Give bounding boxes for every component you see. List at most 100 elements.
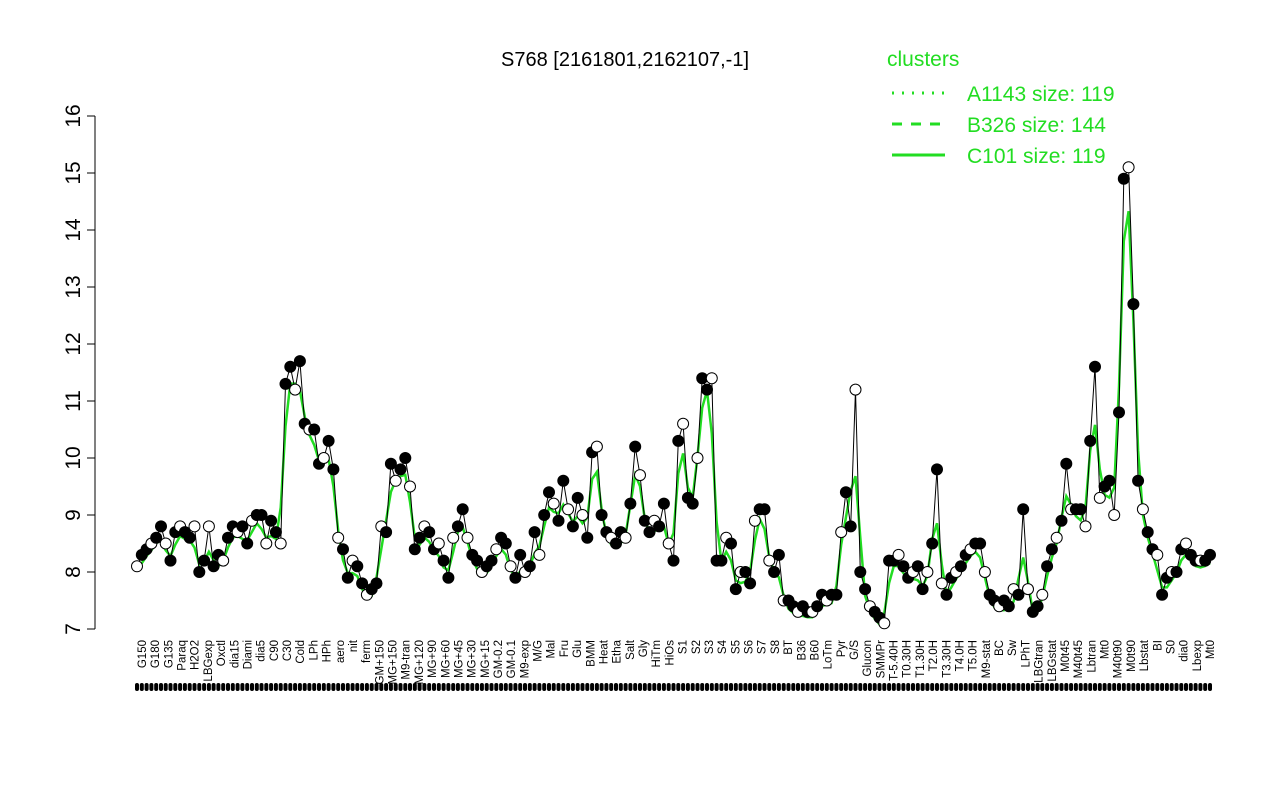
data-point <box>629 440 642 453</box>
data-point <box>830 588 843 601</box>
x-tick-label: MG+150 <box>388 640 400 684</box>
x-rug-mark <box>829 683 834 691</box>
x-rug-mark <box>499 683 504 691</box>
x-rug-mark <box>896 683 901 691</box>
x-rug-mark <box>757 683 762 691</box>
x-rug-mark <box>992 683 997 691</box>
x-tick-label: T3.30H <box>941 640 953 678</box>
x-rug-mark <box>1102 683 1107 691</box>
x-rug-mark <box>341 683 345 691</box>
data-point <box>763 554 776 567</box>
x-tick-label: HiTm <box>651 640 663 667</box>
x-rug-mark <box>283 683 288 691</box>
x-rug-mark <box>470 683 475 691</box>
x-tick-label: M40t90 <box>1113 640 1125 678</box>
data-point <box>332 531 345 544</box>
data-point <box>705 372 718 385</box>
y-tick-label: 13 <box>62 275 85 298</box>
x-rug-mark <box>767 683 772 691</box>
x-tick-label: G180 <box>150 640 162 668</box>
x-tick-label: ferm <box>361 640 373 663</box>
data-point <box>739 566 752 578</box>
data-point <box>701 383 713 396</box>
x-tick-label: GM-0.1 <box>506 640 518 678</box>
data-point <box>657 497 670 510</box>
x-rug-mark <box>695 683 700 691</box>
x-tick-label: Oxctl <box>216 640 228 666</box>
data-point <box>916 583 929 596</box>
x-rug-mark <box>872 683 877 691</box>
x-tick-label: S5 <box>730 640 742 654</box>
x-rug-mark <box>599 683 604 691</box>
x-rug-mark <box>1188 683 1193 691</box>
x-rug-mark <box>273 683 278 691</box>
data-point <box>1055 514 1068 527</box>
x-tick-label: G135 <box>163 640 175 668</box>
x-rug-mark <box>949 683 954 691</box>
data-point <box>1156 588 1169 601</box>
x-rug-mark <box>417 683 422 691</box>
data-point <box>341 571 354 584</box>
x-rug-mark <box>1203 683 1208 691</box>
data-point <box>471 554 484 567</box>
x-rug-mark <box>1126 683 1131 691</box>
data-point <box>1103 474 1116 487</box>
x-rug-mark <box>580 683 585 691</box>
data-point <box>514 548 527 561</box>
x-rug-mark <box>935 683 939 691</box>
data-point <box>408 543 421 556</box>
x-rug-mark <box>226 683 230 691</box>
data-point <box>892 548 905 561</box>
x-rug-mark <box>733 683 738 691</box>
data-point <box>1041 560 1054 573</box>
data-point <box>653 520 666 533</box>
data-point <box>571 491 584 504</box>
x-tick-label: MG+30 <box>467 640 479 678</box>
x-tick-label: MG+15 <box>480 640 492 678</box>
data-point <box>940 588 953 601</box>
x-tick-label: G150 <box>137 640 149 668</box>
x-tick-label: LPhT <box>1020 640 1032 668</box>
x-rug-mark <box>815 683 820 691</box>
data-point <box>954 560 967 573</box>
x-rug-mark <box>623 683 628 691</box>
x-rug-mark <box>700 683 705 691</box>
data-point <box>715 554 728 567</box>
x-tick-label: Diami <box>243 640 255 669</box>
legend-label: B326 size: 144 <box>967 114 1106 137</box>
x-rug-mark <box>1006 683 1011 691</box>
x-rug-mark <box>800 683 805 691</box>
data-point <box>447 531 460 544</box>
x-tick-label: T4.0H <box>955 640 967 671</box>
data-point <box>159 537 172 550</box>
x-rug-mark <box>805 683 810 691</box>
x-rug-mark <box>786 683 791 691</box>
data-point <box>1136 503 1149 516</box>
data-point <box>624 497 637 510</box>
x-tick-label: Gly <box>638 640 650 658</box>
x-tick-label: Paraq <box>177 640 189 671</box>
data-point <box>461 531 474 544</box>
x-rug-mark <box>1021 683 1026 691</box>
data-point <box>499 537 512 550</box>
data-point <box>188 520 201 533</box>
x-rug-mark <box>159 683 163 691</box>
data-point <box>289 383 302 396</box>
data-point <box>370 577 383 590</box>
x-rug-mark <box>772 683 777 691</box>
x-rug-mark <box>1117 683 1121 691</box>
data-point <box>193 566 206 578</box>
data-point <box>222 531 234 544</box>
x-tick-label: GM-0.2 <box>493 640 505 678</box>
x-rug-mark <box>1174 683 1179 691</box>
data-point <box>748 514 761 527</box>
data-point <box>1060 457 1073 470</box>
x-rug-mark <box>230 683 235 691</box>
data-point <box>926 537 939 550</box>
data-point <box>839 486 852 499</box>
x-rug-mark <box>776 683 781 691</box>
x-rug-mark <box>432 683 436 691</box>
data-point <box>380 526 393 539</box>
x-rug-mark <box>297 683 302 691</box>
data-point <box>351 560 364 573</box>
